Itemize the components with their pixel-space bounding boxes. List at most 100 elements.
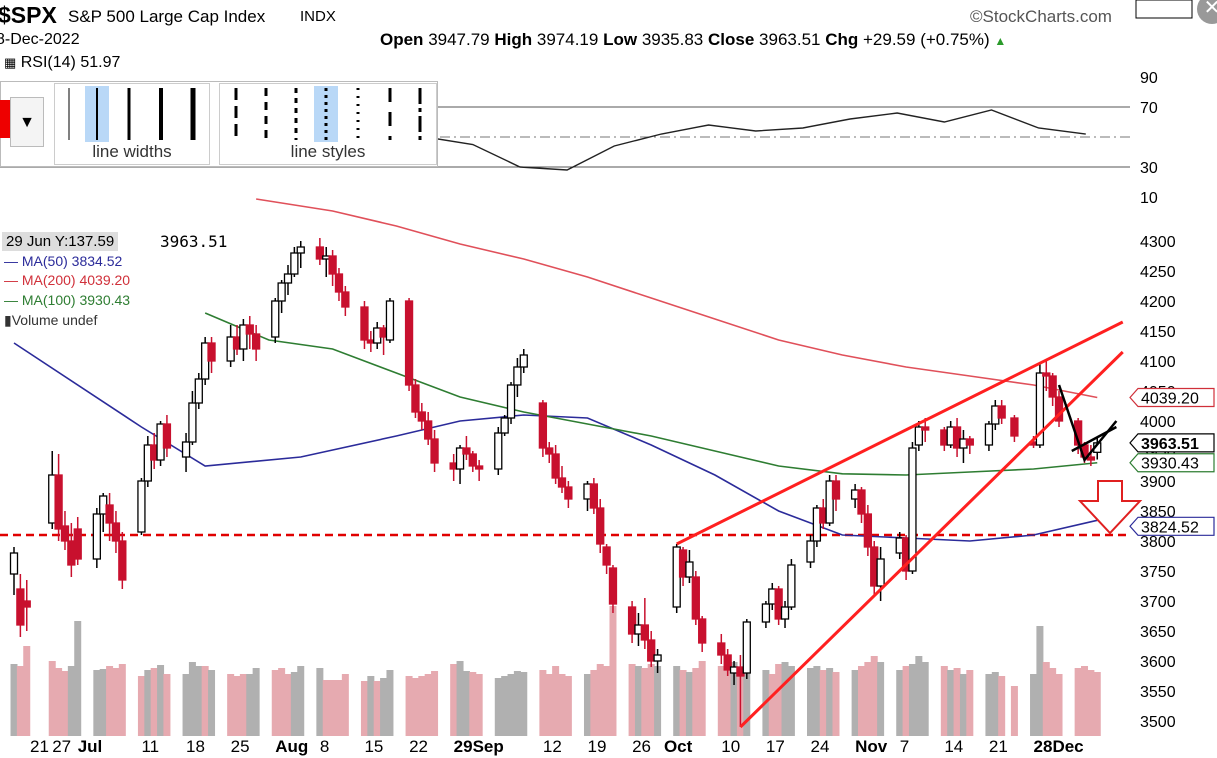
candle-body [1048, 375, 1057, 398]
candle-body [137, 480, 146, 533]
volume-bar [813, 666, 821, 736]
volume-bar [239, 674, 247, 736]
volume-bar [74, 621, 82, 736]
candle-body [277, 282, 286, 302]
volume-bar [545, 674, 553, 736]
candle-body [271, 300, 280, 338]
date-tick-label: 21 [30, 737, 49, 756]
open-value: 3947.79 [428, 30, 490, 49]
date-tick-label: 19 [587, 737, 606, 756]
candle [780, 601, 790, 628]
volume-bar [864, 662, 872, 736]
volume-bar [48, 661, 56, 736]
candle-body [780, 606, 790, 620]
low-label: Low [603, 30, 638, 49]
candle [717, 634, 726, 664]
candle [277, 280, 286, 313]
candle [328, 250, 337, 286]
candle [411, 379, 420, 418]
color-swatch[interactable] [0, 100, 10, 138]
volume-bar [628, 664, 636, 736]
candle-body [653, 654, 662, 662]
ma200-line [256, 198, 1098, 399]
candle-body [239, 324, 248, 350]
candle [742, 619, 751, 679]
volume-bar [227, 674, 235, 736]
volume-bar [475, 674, 483, 736]
candle [475, 460, 484, 481]
volume-bar [947, 670, 955, 736]
candle-body [245, 324, 254, 335]
candle-body [73, 528, 82, 560]
volume-bar [953, 668, 961, 736]
date-tick-label: 14 [944, 737, 963, 756]
axis-labels: 3500355036003650370037503800385039003950… [30, 234, 1215, 756]
volume-bar [284, 674, 292, 736]
ohlc-bar: Open 3947.79 High 3974.19 Low 3935.83 Cl… [380, 30, 1006, 50]
volume-bar [1030, 674, 1038, 736]
ma50-line [13, 342, 1098, 542]
candle [271, 298, 280, 343]
volume-icon: ▮ [4, 312, 12, 328]
volume-bar [819, 670, 827, 736]
candle [545, 442, 554, 463]
candle [653, 649, 662, 673]
date-label: 8-Dec-2022 [0, 31, 80, 48]
date-tick-label: 7 [900, 737, 909, 756]
candle [908, 442, 917, 574]
volume-bar [520, 672, 528, 736]
candle [404, 298, 414, 391]
date-tick-label: 11 [141, 737, 159, 756]
candle-body [1010, 417, 1019, 437]
close-icon[interactable]: ✕ [1197, 0, 1217, 24]
volume-bar [144, 670, 152, 736]
volume-bar [743, 672, 751, 736]
date-tick-label: 28Dec [1034, 737, 1084, 756]
volume-bar [55, 668, 63, 736]
date-tick-label: 12 [543, 737, 562, 756]
candle [831, 475, 841, 511]
candle-body [589, 483, 599, 509]
volume-bar [450, 664, 458, 736]
volume-bar [507, 674, 515, 736]
candle [315, 238, 325, 265]
candle [341, 286, 350, 316]
candle [207, 337, 216, 373]
volume-bar [539, 670, 547, 736]
candle [1010, 415, 1019, 442]
volume-bar [188, 662, 196, 736]
candle [774, 586, 783, 625]
candle [506, 382, 516, 424]
symbol-title: $SPX [0, 2, 57, 28]
volume-legend-text: Volume undef [11, 312, 98, 328]
volume-bar [1074, 668, 1082, 736]
price-tick-label: 3650 [1140, 624, 1176, 641]
candle-body [538, 402, 548, 449]
color-dropdown[interactable]: ▼ [10, 97, 44, 147]
candle [921, 418, 930, 442]
trendline [676, 320, 1124, 546]
volume-bar [768, 674, 776, 736]
price-tick-label: 3550 [1140, 684, 1176, 701]
date-tick-label: 22 [409, 737, 428, 756]
high-label: High [494, 30, 533, 49]
candle [54, 454, 63, 541]
down-arrow-icon [1077, 480, 1143, 535]
candle [812, 505, 822, 547]
value-tag-box [1129, 516, 1215, 536]
ma200-legend-text: MA(200) 4039.20 [21, 272, 131, 288]
rsi-tick-label: 90 [1140, 70, 1158, 87]
volume-bar [271, 670, 279, 736]
candle-body [60, 525, 70, 542]
candle [914, 421, 923, 451]
volume-bar [596, 664, 604, 736]
candle [468, 451, 477, 472]
candle-body [468, 453, 477, 467]
candle-body [411, 384, 420, 413]
volume-bar [99, 669, 107, 736]
brand-link[interactable]: ©StockCharts.com [970, 7, 1112, 26]
candle-body [207, 342, 216, 362]
candle-body [251, 333, 261, 350]
ma50-legend-text: MA(50) 3834.52 [21, 253, 123, 269]
index-name: S&P 500 Large Cap Index [68, 7, 266, 26]
